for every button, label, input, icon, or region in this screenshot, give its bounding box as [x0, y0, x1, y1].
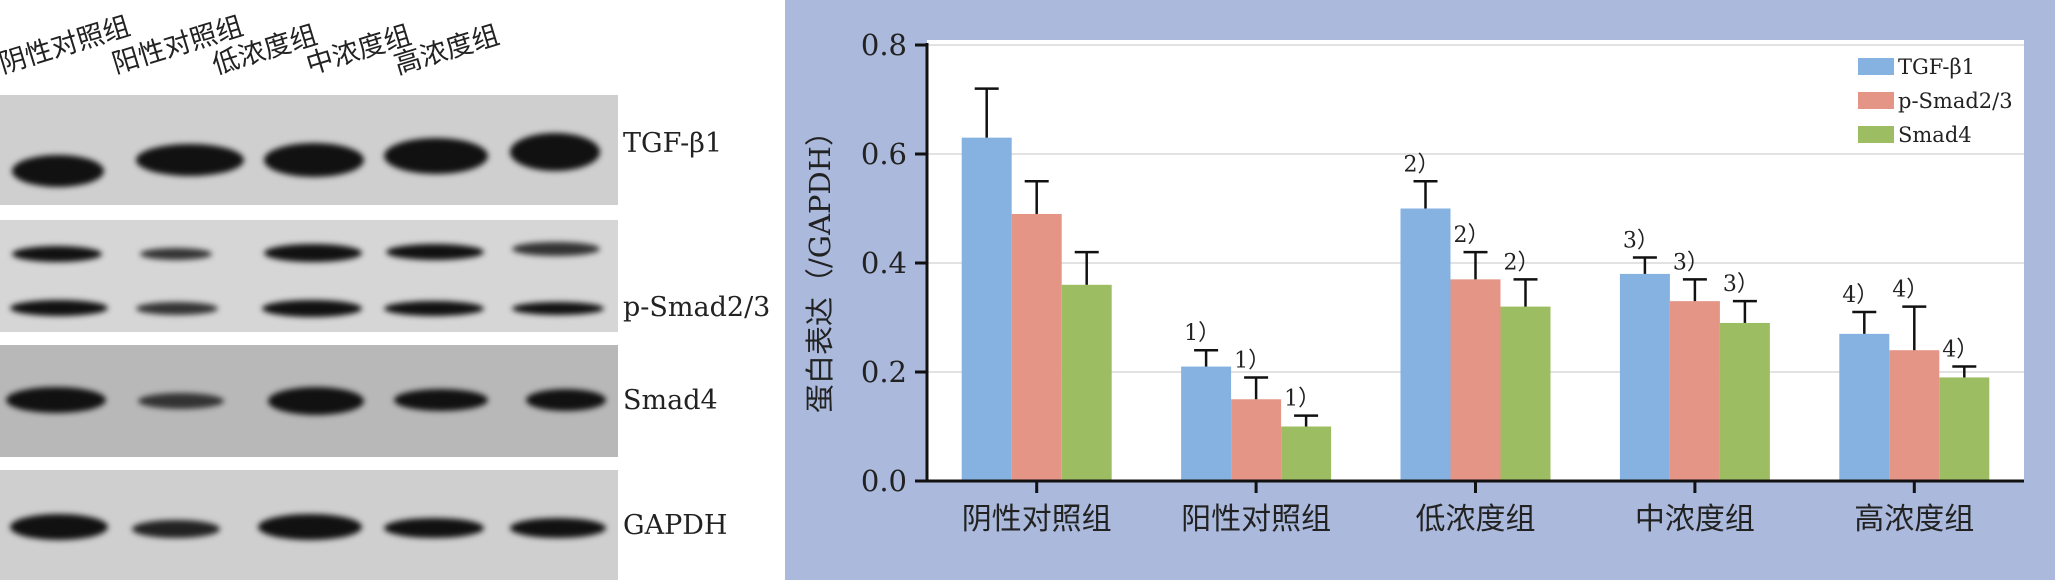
- significance-label: 3）: [1623, 229, 1659, 254]
- legend-label: p-Smad2/3: [1898, 89, 2013, 113]
- protein-label-smad4: Smad4: [623, 385, 718, 416]
- legend-swatch: [1858, 58, 1894, 75]
- y-tick-label: 0.2: [861, 355, 907, 389]
- bar: [1061, 284, 1112, 481]
- bar: [1839, 333, 1890, 481]
- protein-label-gapdh: GAPDH: [623, 510, 728, 541]
- significance-label: 4）: [1892, 278, 1928, 303]
- bar-chart-panel: 1） 1） 1） 2） 2） 2） 3） 3） 3） 4） 4） 4） 0.0 0.2 0.4 0.6 0.8…: [785, 0, 2055, 580]
- blot-strip-smad4: [0, 345, 618, 457]
- western-blot-panel: 阴性对照组 阳性对照组 低浓度组 中浓度组 高浓度组 TGF-β1 p-Smad…: [0, 0, 785, 580]
- significance-label: 1）: [1284, 387, 1320, 412]
- blot-strip-tgfb1: [0, 95, 618, 205]
- bar: [1619, 273, 1670, 481]
- legend-label: Smad4: [1898, 123, 1972, 147]
- significance-label: 2）: [1504, 250, 1540, 275]
- protein-label-tgfb1: TGF-β1: [623, 128, 723, 159]
- x-tick-label: 低浓度组: [1416, 502, 1536, 537]
- bar: [1400, 208, 1451, 481]
- significance-label: 4）: [1942, 338, 1978, 363]
- significance-label: 2）: [1404, 152, 1440, 177]
- bar: [961, 137, 1012, 481]
- bar: [1231, 399, 1282, 481]
- y-tick-label: 0.0: [861, 464, 907, 498]
- bar: [1889, 350, 1940, 481]
- bar: [1939, 377, 1990, 481]
- bar: [1181, 366, 1232, 481]
- significance-label: 1）: [1234, 348, 1270, 373]
- significance-label: 3）: [1673, 250, 1709, 275]
- y-axis-title: 蛋白表达（/GAPDH）: [803, 117, 837, 413]
- x-tick-label: 高浓度组: [1854, 502, 1974, 537]
- significance-label: 3）: [1723, 272, 1759, 297]
- significance-label: 4）: [1842, 283, 1878, 308]
- x-tick-label: 中浓度组: [1635, 502, 1755, 537]
- bar: [1011, 213, 1062, 481]
- legend-label: TGF-β1: [1898, 55, 1975, 79]
- blot-strip-gapdh: [0, 470, 618, 580]
- blot-strip-psmad23: [0, 220, 618, 332]
- y-tick-label: 0.4: [861, 246, 907, 280]
- bar: [1500, 306, 1551, 481]
- bars: 1） 1） 1） 2） 2） 2） 3） 3） 3） 4） 4） 4）: [961, 87, 1990, 481]
- significance-label: 2）: [1454, 223, 1490, 248]
- bar: [1450, 279, 1501, 481]
- bar: [1669, 301, 1720, 481]
- bar: [1719, 322, 1770, 481]
- x-tick-label: 阳性对照组: [1181, 502, 1331, 537]
- legend-swatch: [1858, 92, 1894, 109]
- x-tick-label: 阴性对照组: [962, 502, 1112, 537]
- y-tick-label: 0.8: [861, 28, 907, 62]
- protein-label-psmad23: p-Smad2/3: [623, 292, 771, 323]
- significance-label: 1）: [1184, 321, 1220, 346]
- legend-swatch: [1858, 126, 1894, 143]
- bar-chart: 1） 1） 1） 2） 2） 2） 3） 3） 3） 4） 4） 4） 0.0 0.2 0.4 0.6 0.8…: [803, 28, 2024, 537]
- bar: [1281, 426, 1332, 481]
- legend: TGF-β1 p-Smad2/3 Smad4: [1858, 55, 2013, 147]
- axes: 0.0 0.2 0.4 0.6 0.8 阴性对照组 阳性对照组 低浓度组 中浓度组 高浓度组: [861, 28, 2024, 537]
- y-tick-label: 0.6: [861, 137, 907, 171]
